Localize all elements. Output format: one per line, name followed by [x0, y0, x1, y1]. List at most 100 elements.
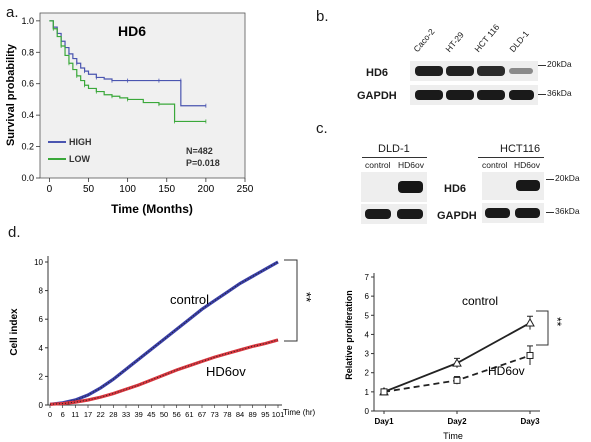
marker-b-36kda: 36kDa	[547, 88, 572, 98]
km-y-tick-label: 0.4	[21, 110, 34, 120]
lane-label-dld1: DLD-1	[507, 28, 531, 54]
legend-label-high: HIGH	[69, 137, 92, 147]
rp-y-tick-label: 6	[365, 292, 370, 301]
rp-y-tick-label: 3	[365, 350, 370, 359]
band	[477, 90, 505, 100]
band	[485, 208, 510, 218]
blot-c-left-lane-hd6ov: HD6ov	[398, 160, 424, 170]
km-y-tick-label: 0.8	[21, 47, 34, 57]
ci-y-tick-label: 0	[39, 401, 44, 410]
band	[477, 66, 505, 76]
lane-label-caco2: Caco-2	[411, 26, 437, 54]
ci-x-tick-label: 0	[48, 410, 52, 419]
panel-label-a: a.	[6, 4, 19, 21]
rp-point-square	[453, 376, 461, 384]
ci-x-tick-label: 6	[61, 410, 65, 419]
rp-series	[379, 315, 535, 396]
band	[415, 66, 443, 76]
ci-x-tick-label: 89	[248, 410, 256, 419]
ci-x-tick-label: 33	[122, 410, 130, 419]
ci-y-tick-label: 4	[39, 344, 44, 353]
km-x-tick-label: 250	[237, 184, 254, 195]
rp-y-tick-label: 1	[365, 388, 370, 397]
legend-label-low: LOW	[69, 154, 90, 164]
ci-x-tick-label: 84	[236, 410, 244, 419]
ci-y-tick-label: 8	[39, 287, 44, 296]
rp-y-axis-label: Relative proliferation	[344, 290, 354, 380]
ci-y-tick-label: 2	[39, 372, 44, 381]
panel-label-d: d.	[8, 224, 21, 241]
blot-b-hd6-strip	[410, 61, 538, 81]
km-x-tick-label: 150	[158, 184, 175, 195]
ci-y-axis-label: Cell index	[9, 308, 20, 356]
band	[415, 90, 443, 100]
blot-c-left-gapdh-strip	[361, 204, 427, 224]
band	[365, 209, 391, 219]
band	[509, 68, 533, 74]
ci-line-control	[49, 260, 279, 406]
ci-label-hd6ov: HD6ov	[206, 364, 246, 379]
rp-y-tick-label: 5	[365, 311, 370, 320]
rp-point-square	[526, 351, 534, 359]
ci-x-tick-label: 39	[134, 410, 142, 419]
lane-label-hct116: HCT 116	[472, 22, 502, 54]
km-y-axis-label: Survival probability	[5, 43, 17, 146]
blot-c-row-gapdh: GAPDH	[437, 210, 477, 222]
ci-x-tick-label: 101	[272, 410, 285, 419]
km-x-tick-label: 50	[83, 184, 95, 195]
ci-x-tick-label: 11	[71, 410, 79, 419]
blot-c-row-hd6: HD6	[444, 183, 467, 195]
rp-x-axis-label: Time	[443, 431, 463, 441]
km-stat-n: N=482	[186, 146, 213, 156]
marker-tick	[546, 212, 554, 213]
ci-x-tick-label: 50	[160, 410, 168, 419]
rp-y-tick-label: 2	[365, 369, 370, 378]
rp-y-tick-label: 7	[365, 273, 370, 282]
km-stat-p: P=0.018	[186, 158, 220, 168]
km-survival-chart: 0 50 100 150 200 250 0.0 0.2 0.4 0.6 0.8 1.0 HD6 Ti…	[5, 12, 254, 216]
rp-point-triangle	[525, 317, 535, 327]
rp-significance-bracket	[536, 310, 549, 346]
blot-c-right-lane-control: control	[482, 160, 508, 170]
rp-y-tick-label: 4	[365, 330, 370, 339]
marker-tick	[538, 94, 546, 95]
km-y-tick-label: 1.0	[21, 16, 34, 26]
blot-c-right-underline	[478, 157, 544, 158]
blot-c-right-hd6-strip	[482, 172, 544, 200]
marker-tick	[538, 65, 546, 66]
proliferation-chart: 0 1 2 3 4 5 6 7 Day1 Day2 Day3 Relative proliferat…	[344, 273, 564, 441]
ci-significance: **	[299, 292, 314, 302]
km-y-tick-label: 0.6	[21, 79, 34, 89]
blot-c-right-title: HCT116	[500, 143, 541, 155]
blot-c-right-lane-hd6ov: HD6ov	[514, 160, 540, 170]
blot-c-right-gapdh-strip	[482, 203, 544, 223]
blot-c-left-underline	[362, 157, 427, 158]
blot-c-left-title: DLD-1	[378, 143, 410, 155]
rp-label-control: control	[462, 294, 498, 308]
band	[515, 208, 540, 218]
rp-y-tick-label: 0	[365, 407, 370, 416]
blot-c-left-hd6-strip	[361, 172, 427, 202]
ci-x-tick-label: 17	[84, 410, 92, 419]
ci-x-tick-label: 61	[185, 410, 193, 419]
ci-x-tick-label: 78	[223, 410, 231, 419]
rp-x-tick-label: Day3	[520, 417, 540, 426]
km-title: HD6	[118, 23, 146, 39]
ci-y-tick-label: 10	[34, 258, 43, 267]
km-y-tick-label: 0.2	[21, 142, 34, 152]
band	[446, 90, 474, 100]
marker-c-36kda: 36kDa	[555, 206, 580, 216]
marker-b-20kda: 20kDa	[547, 59, 572, 69]
ci-x-tick-label: 22	[96, 410, 104, 419]
rp-point-triangle	[452, 358, 462, 367]
blot-b-row-gapdh: GAPDH	[357, 90, 397, 102]
lane-label-ht29: HT-29	[443, 29, 466, 54]
km-x-tick-label: 0	[47, 184, 53, 195]
rp-axes: 0 1 2 3 4 5 6 7 Day1 Day2 Day3	[365, 273, 540, 426]
ci-significance-bracket	[284, 259, 298, 342]
ci-x-tick-label: 45	[147, 410, 155, 419]
rp-significance: **	[550, 317, 564, 327]
ci-x-tick-label: 73	[210, 410, 218, 419]
